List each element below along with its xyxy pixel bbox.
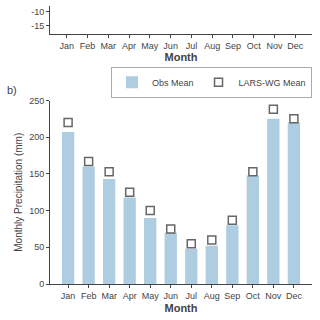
svg-text:Obs Mean: Obs Mean bbox=[152, 78, 194, 88]
svg-text:Nov: Nov bbox=[266, 41, 283, 51]
svg-text:Jan: Jan bbox=[60, 41, 75, 51]
svg-text:50: 50 bbox=[34, 242, 44, 252]
svg-text:Feb: Feb bbox=[81, 291, 97, 301]
svg-text:Jan: Jan bbox=[61, 291, 76, 301]
svg-text:May: May bbox=[141, 41, 159, 51]
svg-text:0: 0 bbox=[39, 279, 44, 289]
svg-text:Month: Month bbox=[165, 51, 198, 63]
svg-text:Aug: Aug bbox=[204, 291, 220, 301]
svg-text:-10: -10 bbox=[31, 7, 44, 17]
svg-text:LARS-WG Mean: LARS-WG Mean bbox=[239, 78, 306, 88]
svg-text:Jul: Jul bbox=[186, 41, 198, 51]
svg-text:250: 250 bbox=[29, 96, 44, 106]
svg-text:100: 100 bbox=[29, 206, 44, 216]
svg-text:Sep: Sep bbox=[224, 291, 240, 301]
svg-text:Apr: Apr bbox=[122, 41, 136, 51]
svg-text:Nov: Nov bbox=[265, 291, 282, 301]
svg-text:Oct: Oct bbox=[247, 41, 262, 51]
svg-text:Aug: Aug bbox=[204, 41, 220, 51]
svg-text:Month: Month bbox=[165, 302, 198, 314]
svg-text:-15: -15 bbox=[31, 21, 44, 31]
svg-text:Dec: Dec bbox=[286, 291, 303, 301]
svg-text:May: May bbox=[142, 291, 160, 301]
svg-text:Oct: Oct bbox=[246, 291, 261, 301]
svg-text:Apr: Apr bbox=[123, 291, 137, 301]
svg-text:b): b) bbox=[7, 84, 17, 96]
svg-text:200: 200 bbox=[29, 132, 44, 142]
svg-text:Jul: Jul bbox=[186, 291, 198, 301]
svg-text:Mar: Mar bbox=[101, 291, 117, 301]
svg-text:Dec: Dec bbox=[287, 41, 304, 51]
svg-text:150: 150 bbox=[29, 169, 44, 179]
svg-text:Sep: Sep bbox=[225, 41, 241, 51]
svg-text:Feb: Feb bbox=[80, 41, 96, 51]
svg-text:Monthly Precipitation (mm): Monthly Precipitation (mm) bbox=[13, 133, 24, 252]
svg-text:Jun: Jun bbox=[163, 291, 178, 301]
svg-text:Jun: Jun bbox=[163, 41, 178, 51]
svg-text:Mar: Mar bbox=[101, 41, 117, 51]
